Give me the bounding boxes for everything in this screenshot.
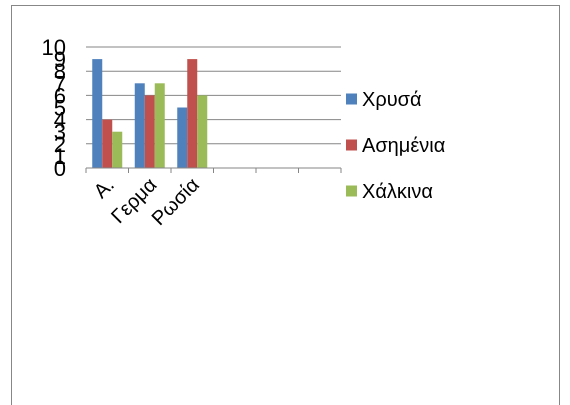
- bar-Χρυσά-Γερμα: [134, 83, 145, 168]
- bar-Ασημένια-Ρωσία: [187, 59, 198, 168]
- bar-Χάλκινα-Γερμα: [154, 83, 165, 168]
- y-tick-label: 8: [54, 59, 66, 84]
- bar-Ασημένια-Α.: [102, 119, 113, 168]
- legend-label: Ασημένια: [362, 135, 445, 157]
- y-tick-label: 6: [54, 83, 66, 108]
- y-tick-label: 2: [54, 132, 66, 157]
- grid-lines: [86, 46, 341, 145]
- y-tick-label: 9: [54, 47, 66, 72]
- y-tick-label: 1: [54, 144, 66, 169]
- y-tick-label: 4: [54, 108, 66, 133]
- y-tick-label: 0: [54, 156, 66, 181]
- legend-label: Χάλκινα: [362, 181, 433, 203]
- bar-Χάλκινα-Α.: [112, 131, 123, 168]
- axes: [85, 167, 342, 173]
- y-tick-label: 7: [54, 71, 66, 96]
- bars: [92, 59, 208, 168]
- category-label: Α.: [90, 174, 119, 203]
- bar-Χρυσά-Α.: [92, 59, 103, 168]
- y-tick-label: 10: [42, 35, 66, 60]
- chart-area: 0 1 2 3 4 5 6 7 8 9 10 Α. Γερμα Ρωσία Χρυσά Ασημένια Χ…: [11, 5, 560, 405]
- category-label: Ρωσία: [148, 174, 204, 230]
- legend-swatch: [346, 93, 357, 105]
- legend-swatch: [346, 185, 357, 197]
- legend-swatch: [346, 139, 357, 151]
- legend-label: Χρυσά: [362, 89, 422, 111]
- y-tick-label: 3: [54, 120, 66, 145]
- bar-Ασημένια-Γερμα: [144, 95, 155, 168]
- legend: Χρυσά Ασημένια Χάλκινα: [346, 89, 445, 203]
- bar-Χάλκινα-Ρωσία: [197, 95, 208, 168]
- bar-Χρυσά-Ρωσία: [177, 107, 188, 168]
- y-tick-label: 5: [54, 96, 66, 121]
